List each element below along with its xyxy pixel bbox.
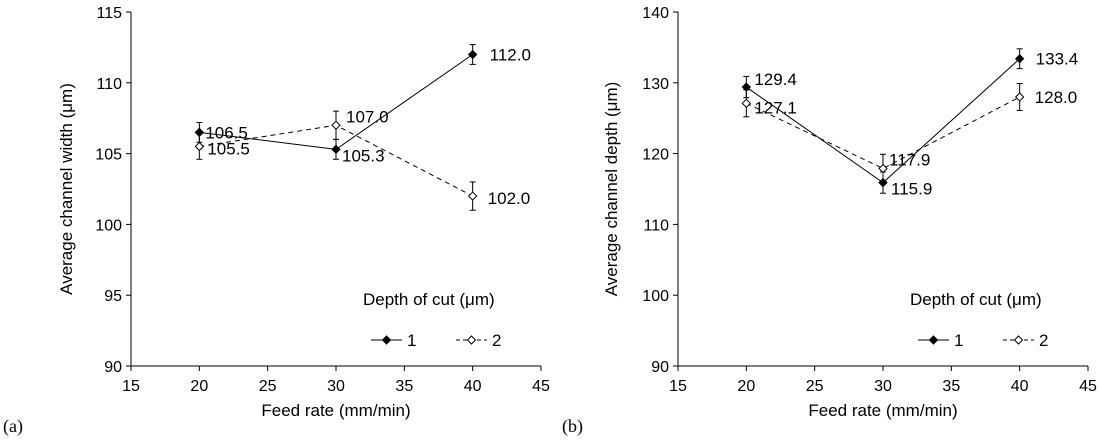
panel-label-0: (a) [3, 416, 23, 437]
legend-title-1: Depth of cut (μm) [910, 290, 1042, 309]
data-point-0-1 [331, 120, 341, 130]
panel-label-1: (b) [562, 416, 583, 437]
x-tick-label-0: 35 [395, 378, 413, 395]
data-label-0-0: 112.0 [490, 45, 531, 64]
legend-label-0-1: 2 [492, 331, 501, 350]
x-tick-label-0: 25 [259, 378, 277, 395]
data-point-0-0 [467, 49, 478, 60]
data-label-1-1: 127.1 [754, 98, 797, 117]
x-tick-label-0: 30 [327, 378, 345, 395]
legend-title-0: Depth of cut (μm) [363, 290, 495, 309]
y-tick-label-0: 100 [95, 217, 122, 234]
legend-marker-0-1 [466, 335, 477, 345]
legend-marker-0-0 [381, 335, 392, 345]
data-label-0-0: 105.3 [342, 146, 385, 165]
data-label-1-1: 117.9 [889, 150, 930, 169]
legend-label-0-0: 1 [407, 331, 416, 350]
y-tick-label-0: 105 [95, 147, 122, 164]
y-tick-label-1: 110 [643, 217, 669, 234]
x-axis-title-0: Feed rate (mm/min) [261, 401, 410, 420]
data-point-1-1 [1014, 92, 1025, 102]
x-tick-label-1: 15 [669, 378, 687, 395]
legend-label-1-1: 2 [1039, 331, 1048, 350]
series-line-1-1 [746, 96, 1020, 170]
data-point-0-1 [194, 141, 205, 152]
legend-marker-1-0 [928, 335, 939, 345]
data-label-0-1: 105.5 [207, 140, 250, 159]
x-tick-label-1: 30 [874, 378, 892, 395]
data-point-1-0 [1014, 54, 1025, 64]
y-tick-label-0: 95 [104, 288, 122, 305]
data-label-1-0: 133.4 [1036, 50, 1079, 69]
x-tick-label-0: 20 [190, 378, 208, 395]
data-point-1-1 [741, 98, 752, 109]
data-label-0-1: 102.0 [488, 189, 531, 208]
x-tick-label-1: 45 [1079, 378, 1097, 395]
data-point-0-0 [331, 144, 341, 155]
y-tick-label-1: 120 [642, 147, 669, 164]
x-tick-label-1: 25 [806, 378, 824, 395]
legend-label-1-0: 1 [954, 331, 963, 350]
y-tick-label-1: 100 [642, 288, 669, 305]
y-tick-label-1: 140 [642, 5, 669, 22]
data-label-1-0: 129.4 [754, 70, 797, 89]
data-label-1-1: 128.0 [1035, 88, 1078, 107]
y-tick-label-0: 110 [96, 76, 122, 93]
legend-marker-1-1 [1013, 335, 1024, 345]
x-tick-label-1: 20 [737, 378, 755, 395]
y-tick-label-0: 90 [104, 359, 122, 376]
y-tick-label-1: 130 [642, 76, 669, 93]
data-point-1-1 [878, 163, 888, 174]
data-label-0-1: 107.0 [346, 107, 389, 126]
x-tick-label-1: 40 [1011, 378, 1029, 395]
x-axis-title-1: Feed rate (mm/min) [808, 401, 957, 420]
x-tick-label-0: 40 [464, 378, 482, 395]
data-label-1-0: 115.9 [891, 180, 932, 199]
y-axis-title-0: Average channel width (μm) [57, 83, 76, 295]
x-tick-label-0: 15 [122, 378, 140, 395]
data-point-0-1 [467, 191, 478, 201]
y-axis-title-1: Average channel depth (μm) [602, 82, 621, 297]
x-tick-label-1: 35 [942, 378, 960, 395]
y-tick-label-0: 115 [96, 5, 122, 22]
x-tick-label-0: 45 [532, 378, 550, 395]
y-tick-label-1: 90 [651, 359, 669, 376]
data-label-0-0: 106.5 [205, 123, 248, 142]
